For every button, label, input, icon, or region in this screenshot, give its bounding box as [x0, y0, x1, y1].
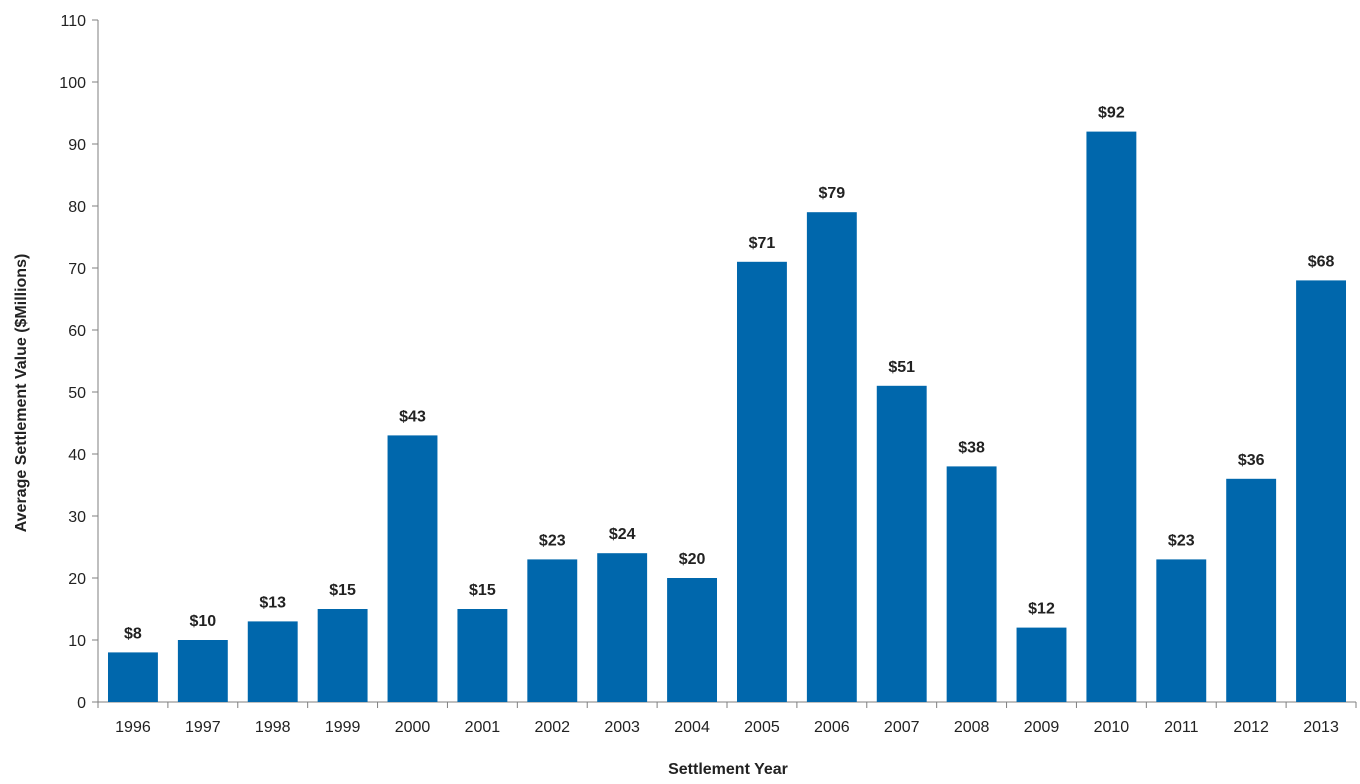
bar-1998 [247, 621, 298, 702]
data-label-1999: $15 [329, 582, 356, 599]
x-tick-label-2006: 2006 [814, 719, 850, 736]
y-tick-label: 30 [68, 509, 86, 526]
x-tick-label-2010: 2010 [1094, 719, 1130, 736]
bar-2011 [1156, 559, 1207, 702]
x-tick-label-2001: 2001 [465, 719, 501, 736]
bar-2009 [1016, 627, 1067, 702]
data-label-2011: $23 [1168, 532, 1195, 549]
x-tick-label-2005: 2005 [744, 719, 780, 736]
bar-2005 [736, 261, 787, 702]
y-tick-label: 0 [77, 695, 86, 712]
data-label-2003: $24 [609, 526, 636, 543]
bar-2013 [1296, 280, 1347, 702]
y-axis-title: Average Settlement Value ($Millions) [13, 254, 30, 533]
axes-layer: 0 10 20 30 40 50 60 70 80 90 100 110 1996 1997 1998 199… [59, 13, 1357, 736]
bar-2007 [876, 385, 927, 702]
y-tick-label: 100 [59, 75, 86, 92]
bar-1999 [317, 609, 368, 702]
y-tick-label: 40 [68, 447, 86, 464]
data-label-2007: $51 [888, 359, 915, 376]
bar-1996 [107, 652, 158, 702]
x-tick-label-2012: 2012 [1233, 719, 1269, 736]
y-tick-label: 70 [68, 261, 86, 278]
x-tick-label-2002: 2002 [534, 719, 570, 736]
data-label-2002: $23 [539, 532, 566, 549]
x-tick-label-2009: 2009 [1024, 719, 1060, 736]
x-tick-label-1999: 1999 [325, 719, 361, 736]
x-tick-label-2000: 2000 [395, 719, 431, 736]
bar-1997 [177, 640, 228, 702]
bar-2010 [1086, 131, 1137, 703]
data-label-1996: $8 [124, 625, 142, 642]
data-label-2006: $79 [818, 185, 845, 202]
x-tick-label-2008: 2008 [954, 719, 990, 736]
y-tick-label: 10 [68, 633, 86, 650]
x-tick-label-2011: 2011 [1164, 719, 1199, 736]
bar-2004 [667, 578, 718, 702]
y-tick-label: 80 [68, 199, 86, 216]
x-tick-label-2004: 2004 [674, 719, 710, 736]
bar-2003 [597, 553, 648, 702]
data-label-2008: $38 [958, 439, 985, 456]
data-label-2013: $68 [1308, 253, 1335, 270]
bar-2006 [806, 212, 857, 702]
y-tick-label: 110 [60, 13, 86, 30]
bar-2001 [457, 609, 508, 702]
x-tick-label-2003: 2003 [604, 719, 640, 736]
x-axis-title: Settlement Year [668, 761, 788, 778]
bar-2012 [1226, 478, 1277, 702]
data-label-2004: $20 [679, 551, 706, 568]
bar-2008 [946, 466, 997, 702]
x-tick-label-2013: 2013 [1303, 719, 1339, 736]
x-tick-label-1996: 1996 [115, 719, 151, 736]
data-label-1998: $13 [259, 594, 286, 611]
y-tick-label: 20 [68, 571, 86, 588]
y-tick-label: 60 [68, 323, 86, 340]
bar-2002 [527, 559, 578, 702]
data-label-2000: $43 [399, 408, 426, 425]
data-labels-layer: $8 $10 $13 $15 $43 $15 $23 $24 $20 $71 $79 $51 $38 $1… [124, 105, 1334, 643]
x-tick-label-1998: 1998 [255, 719, 291, 736]
data-label-2005: $71 [749, 235, 776, 252]
data-label-2001: $15 [469, 582, 496, 599]
data-label-2012: $36 [1238, 452, 1265, 469]
data-label-1997: $10 [189, 613, 216, 630]
data-label-2009: $12 [1028, 601, 1055, 618]
bar-2000 [387, 435, 438, 702]
data-label-2010: $92 [1098, 105, 1125, 122]
x-tick-label-2007: 2007 [884, 719, 920, 736]
x-tick-label-1997: 1997 [185, 719, 221, 736]
y-tick-label: 50 [68, 385, 86, 402]
y-tick-label: 90 [68, 137, 86, 154]
bars-layer [107, 131, 1347, 703]
